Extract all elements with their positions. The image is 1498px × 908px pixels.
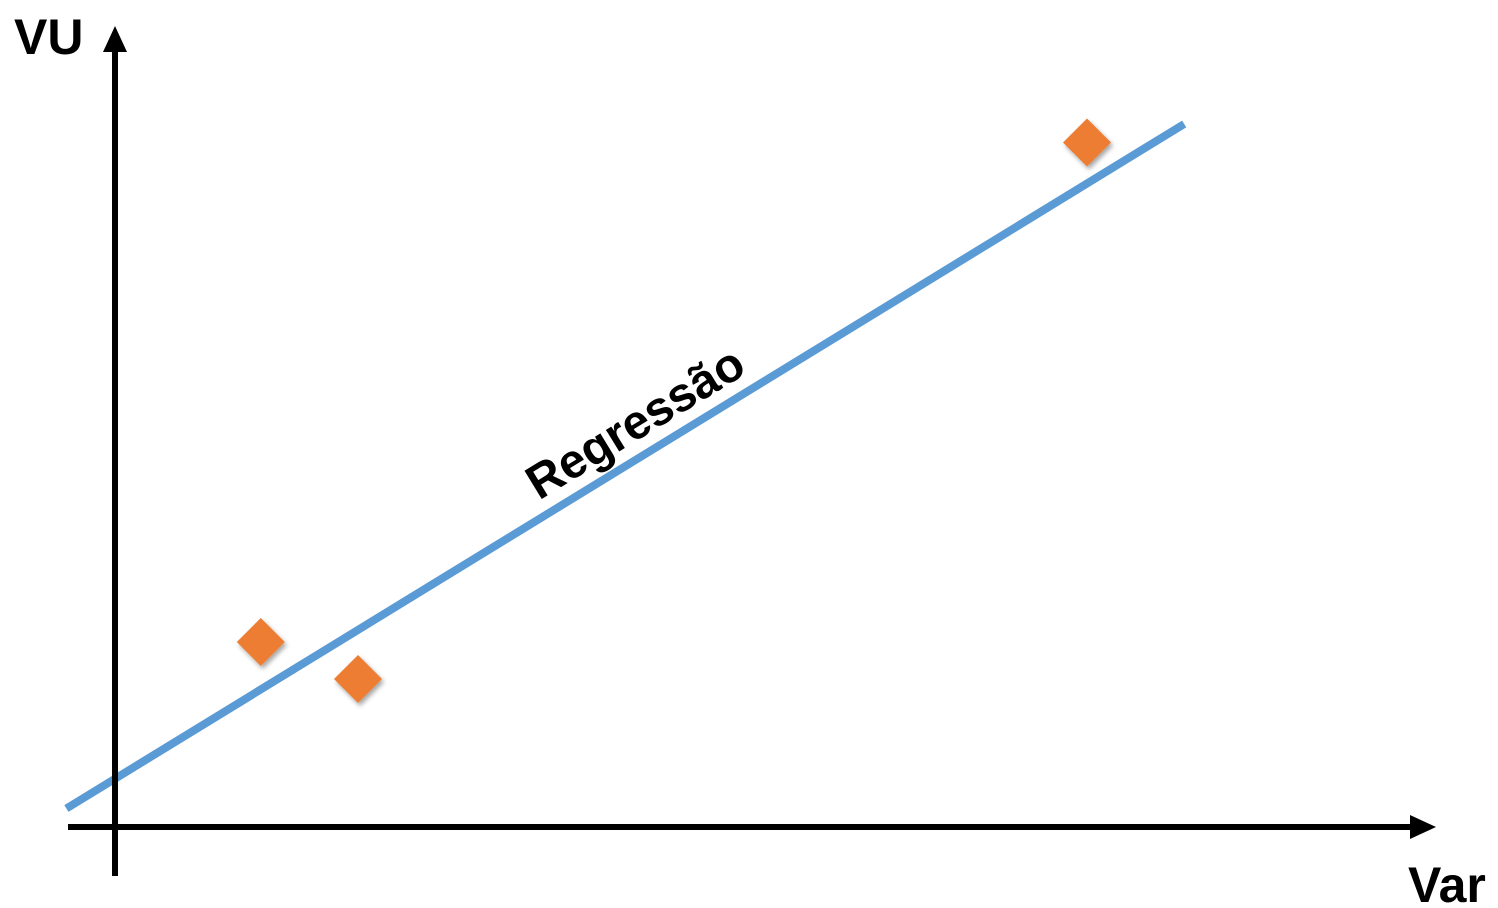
x-axis-label: Var [1408, 857, 1486, 908]
regression-line [64, 120, 1187, 812]
y-axis-arrow-icon [103, 26, 127, 52]
x-axis-arrow-icon [1410, 815, 1436, 839]
regression-label: Regressão [517, 337, 754, 510]
y-axis-label: VU [14, 9, 83, 65]
data-point-2 [334, 655, 382, 703]
data-points [236, 118, 1111, 703]
data-point-1 [236, 618, 285, 666]
data-point-3 [1063, 118, 1111, 167]
